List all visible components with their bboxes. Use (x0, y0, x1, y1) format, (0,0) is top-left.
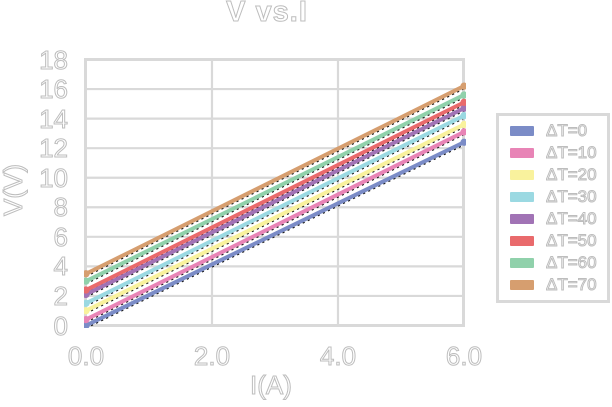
legend: ΔT=0 ΔT=10 ΔT=20 ΔT=30 ΔT=40 ΔT=50 ΔT=60 ΔT=70 (496, 113, 610, 303)
y-tick-label-4: 4 (53, 251, 68, 282)
data-point-ΔT=30 (84, 299, 90, 307)
legend-item-ΔT=20: ΔT=20 (499, 165, 607, 186)
trendline-ΔT=60 (85, 96, 465, 285)
legend-swatch-ΔT=10 (510, 148, 534, 158)
legend-item-ΔT=30: ΔT=30 (499, 187, 607, 208)
series-line-ΔT=40 (84, 106, 466, 297)
series-line-ΔT=30 (84, 113, 466, 306)
series-line-ΔT=60 (84, 92, 466, 284)
legend-swatch-ΔT=60 (510, 258, 534, 268)
data-point-ΔT=10 (84, 315, 90, 324)
x-tick-label-0.0: 0.0 (67, 341, 105, 371)
data-point-ΔT=10 (460, 128, 466, 136)
x-tick-label-2.0: 2.0 (193, 341, 231, 371)
data-point-ΔT=20 (84, 307, 90, 315)
legend-label-ΔT=50: ΔT=50 (546, 231, 598, 251)
legend-label-ΔT=0: ΔT=0 (545, 121, 588, 141)
data-point-ΔT=40 (460, 104, 466, 112)
legend-label-ΔT=20: ΔT=20 (546, 165, 598, 185)
trendline-ΔT=40 (85, 110, 465, 298)
data-point-ΔT=70 (460, 82, 466, 90)
data-point-ΔT=0 (84, 321, 90, 328)
y-tick-label-6: 6 (53, 221, 68, 252)
chart-title: V vs.I (226, 0, 308, 29)
data-point-ΔT=50 (84, 286, 90, 294)
legend-swatch-ΔT=30 (510, 192, 534, 202)
trendline-ΔT=10 (85, 133, 465, 323)
legend-item-ΔT=40: ΔT=40 (499, 209, 607, 230)
legend-label-ΔT=30: ΔT=30 (546, 187, 598, 207)
trendline-ΔT=30 (85, 117, 465, 307)
legend-swatch-ΔT=40 (510, 214, 534, 224)
series-line-ΔT=0 (84, 140, 466, 328)
legend-label-ΔT=10: ΔT=10 (546, 143, 598, 163)
y-tick-label-12: 12 (39, 133, 69, 164)
legend-swatch-ΔT=20 (510, 170, 534, 180)
y-tick-label-2: 2 (53, 280, 68, 311)
series-line-ΔT=20 (84, 122, 466, 313)
series-line-ΔT=10 (84, 129, 466, 322)
y-tick-label-8: 8 (53, 192, 68, 223)
legend-label-ΔT=40: ΔT=40 (546, 209, 598, 229)
series-line-ΔT=70 (84, 84, 466, 276)
legend-item-ΔT=70: ΔT=70 (499, 275, 607, 296)
data-point-ΔT=0 (460, 138, 466, 146)
legend-item-ΔT=0: ΔT=0 (499, 121, 607, 142)
legend-item-ΔT=60: ΔT=60 (499, 253, 607, 274)
plot-border (84, 58, 465, 327)
legend-swatch-ΔT=50 (510, 236, 534, 246)
legend-item-ΔT=10: ΔT=10 (499, 143, 607, 164)
data-point-ΔT=60 (460, 91, 466, 99)
y-tick-label-16: 16 (39, 74, 69, 105)
y-tick-label-14: 14 (39, 103, 69, 134)
data-point-ΔT=60 (84, 277, 90, 285)
trendline-ΔT=70 (85, 88, 465, 278)
series-line-ΔT=50 (84, 100, 466, 293)
x-axis-title: I(A) (250, 370, 293, 401)
trendline-ΔT=20 (85, 126, 465, 314)
y-tick-label-10: 10 (39, 162, 69, 193)
x-tick-label-6.0: 6.0 (445, 341, 483, 371)
legend-swatch-ΔT=0 (510, 126, 534, 136)
legend-label-ΔT=60: ΔT=60 (546, 253, 598, 273)
data-point-ΔT=70 (84, 270, 90, 278)
data-point-ΔT=50 (460, 98, 466, 106)
legend-label-ΔT=70: ΔT=70 (546, 275, 598, 295)
plot-area (84, 58, 466, 328)
data-point-ΔT=30 (460, 112, 466, 120)
x-tick-label-4.0: 4.0 (319, 341, 357, 371)
y-tick-label-18: 18 (39, 44, 69, 75)
y-tick-label-0: 0 (53, 310, 68, 341)
data-point-ΔT=20 (460, 120, 466, 129)
legend-swatch-ΔT=70 (510, 280, 534, 290)
legend-item-ΔT=50: ΔT=50 (499, 231, 607, 252)
